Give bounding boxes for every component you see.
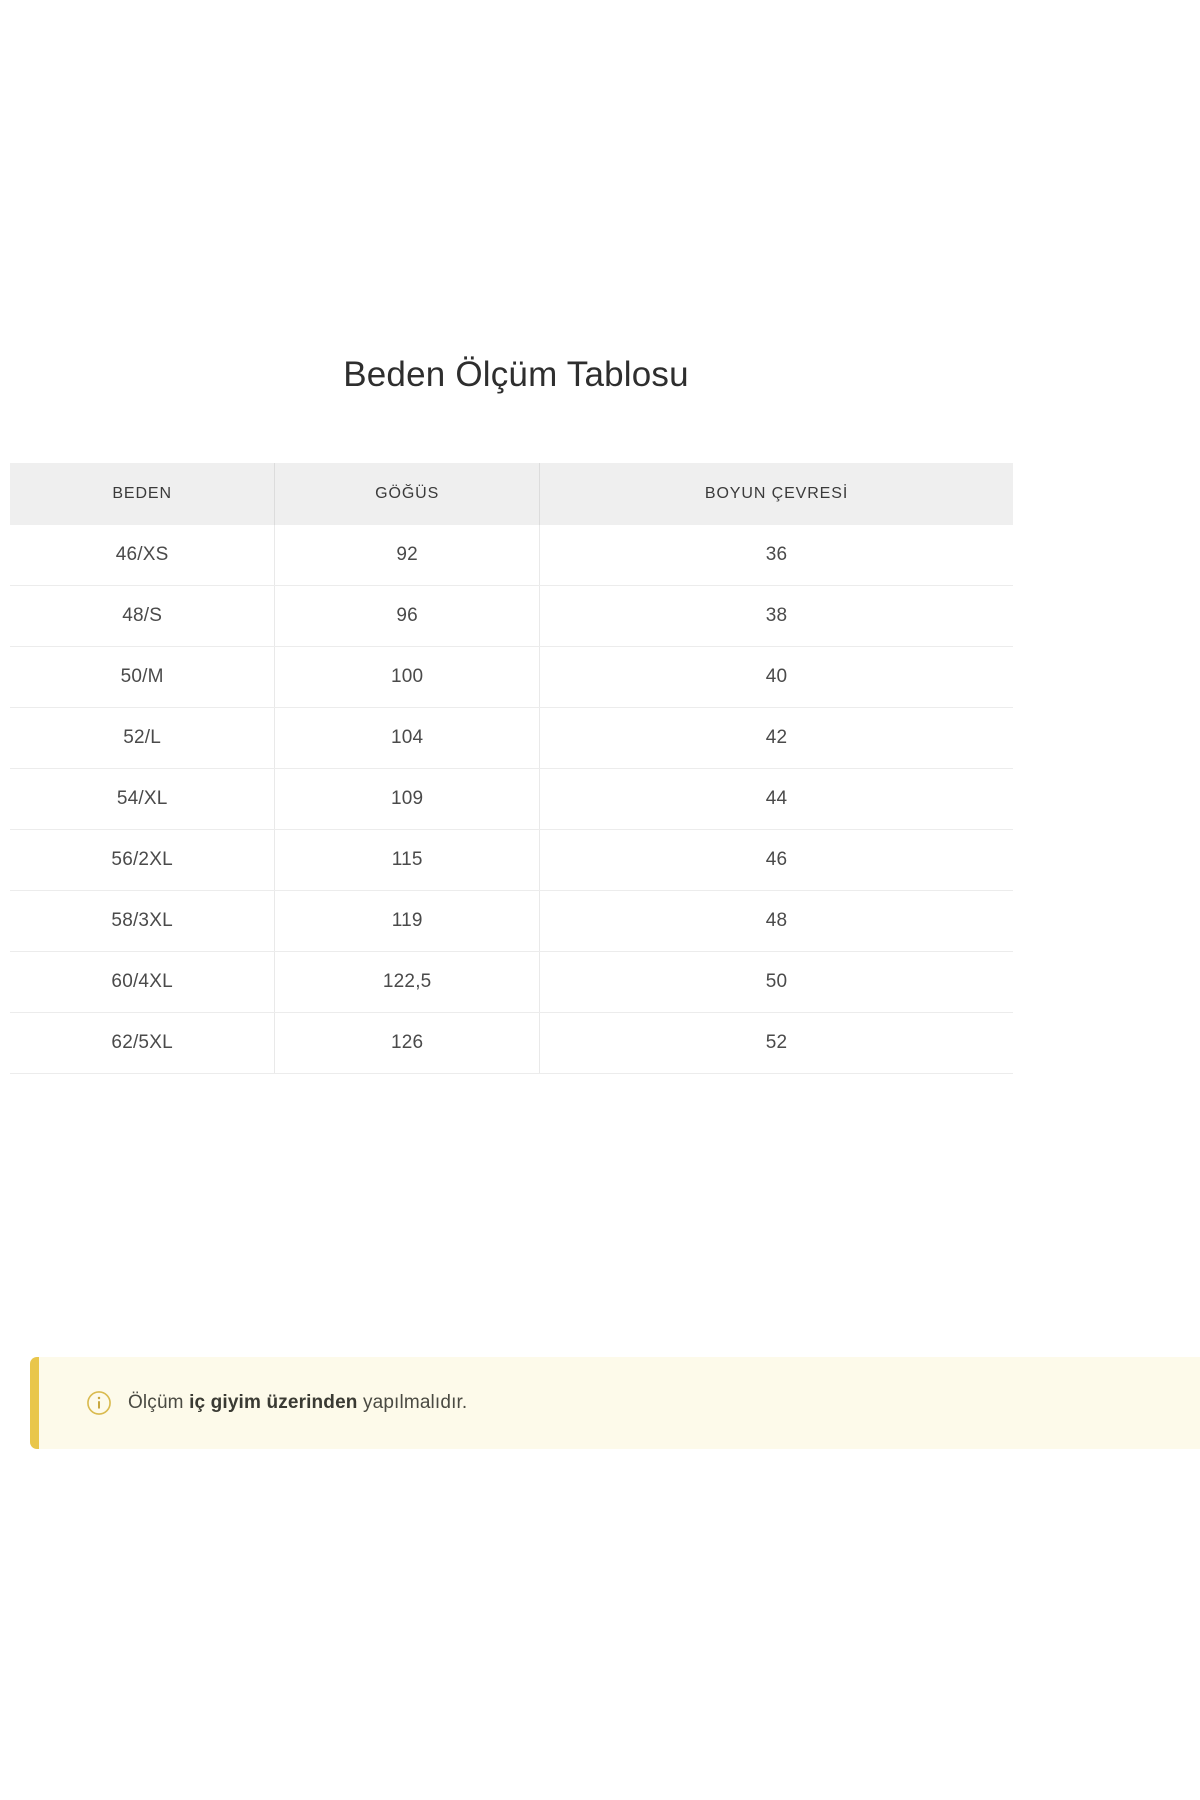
cell-beden: 50/M: [10, 646, 276, 708]
cell-boyun: 46: [539, 829, 1013, 891]
column-header-boyun-cevresi: BOYUN ÇEVRESİ: [539, 463, 1013, 525]
note-text-strong: iç giyim üzerinden: [189, 1392, 358, 1414]
cell-boyun: 36: [539, 525, 1013, 586]
cell-boyun: 40: [539, 646, 1013, 708]
info-circle-icon: [86, 1390, 112, 1416]
cell-beden: 54/XL: [10, 768, 276, 830]
cell-gogus: 100: [274, 646, 541, 708]
note-text-before: Ölçüm: [128, 1392, 190, 1414]
table-body: 46/XS 92 36 48/S 96 38 50/M 100 40 52/L …: [10, 525, 1013, 1074]
cell-boyun: 48: [539, 890, 1013, 952]
cell-beden: 60/4XL: [10, 951, 276, 1013]
cell-beden: 46/XS: [10, 525, 276, 586]
cell-boyun: 38: [539, 585, 1013, 647]
table-row: 46/XS 92 36: [10, 525, 1013, 586]
measurement-note-banner: Ölçüm iç giyim üzerinden yapılmalıdır.: [30, 1357, 1200, 1449]
cell-beden: 48/S: [10, 585, 276, 647]
cell-gogus: 122,5: [274, 951, 541, 1013]
measurement-note-text: Ölçüm iç giyim üzerinden yapılmalıdır.: [128, 1390, 467, 1416]
table-row: 50/M 100 40: [10, 646, 1013, 708]
table-header-row: BEDEN GÖĞÜS BOYUN ÇEVRESİ: [10, 463, 1013, 525]
cell-gogus: 126: [274, 1012, 541, 1074]
note-text-after: yapılmalıdır.: [357, 1392, 468, 1414]
cell-beden: 58/3XL: [10, 890, 276, 952]
column-header-gogus: GÖĞÜS: [274, 463, 541, 525]
table-row: 54/XL 109 44: [10, 768, 1013, 830]
cell-gogus: 119: [274, 890, 541, 952]
cell-gogus: 115: [274, 829, 541, 891]
table-header: BEDEN GÖĞÜS BOYUN ÇEVRESİ: [10, 463, 1013, 525]
cell-beden: 52/L: [10, 707, 276, 769]
column-header-beden: BEDEN: [10, 463, 276, 525]
cell-boyun: 52: [539, 1012, 1013, 1074]
table-row: 48/S 96 38: [10, 585, 1013, 647]
measurement-note-content: Ölçüm iç giyim üzerinden yapılmalıdır.: [39, 1390, 467, 1416]
cell-beden: 56/2XL: [10, 829, 276, 891]
table-row: 60/4XL 122,5 50: [10, 951, 1013, 1013]
cell-gogus: 96: [274, 585, 541, 647]
page-title-container: Beden Ölçüm Tablosu: [0, 352, 1032, 398]
cell-gogus: 92: [274, 525, 541, 586]
table-row: 52/L 104 42: [10, 707, 1013, 769]
cell-boyun: 44: [539, 768, 1013, 830]
table-row: 58/3XL 119 48: [10, 890, 1013, 952]
size-table: BEDEN GÖĞÜS BOYUN ÇEVRESİ 46/XS 92 36 48…: [10, 463, 1013, 1074]
table-row: 56/2XL 115 46: [10, 829, 1013, 891]
cell-boyun: 42: [539, 707, 1013, 769]
cell-beden: 62/5XL: [10, 1012, 276, 1074]
cell-boyun: 50: [539, 951, 1013, 1013]
size-table-container: BEDEN GÖĞÜS BOYUN ÇEVRESİ 46/XS 92 36 48…: [10, 463, 1013, 1074]
page-title: Beden Ölçüm Tablosu: [343, 355, 689, 394]
table-row: 62/5XL 126 52: [10, 1012, 1013, 1074]
cell-gogus: 104: [274, 707, 541, 769]
cell-gogus: 109: [274, 768, 541, 830]
